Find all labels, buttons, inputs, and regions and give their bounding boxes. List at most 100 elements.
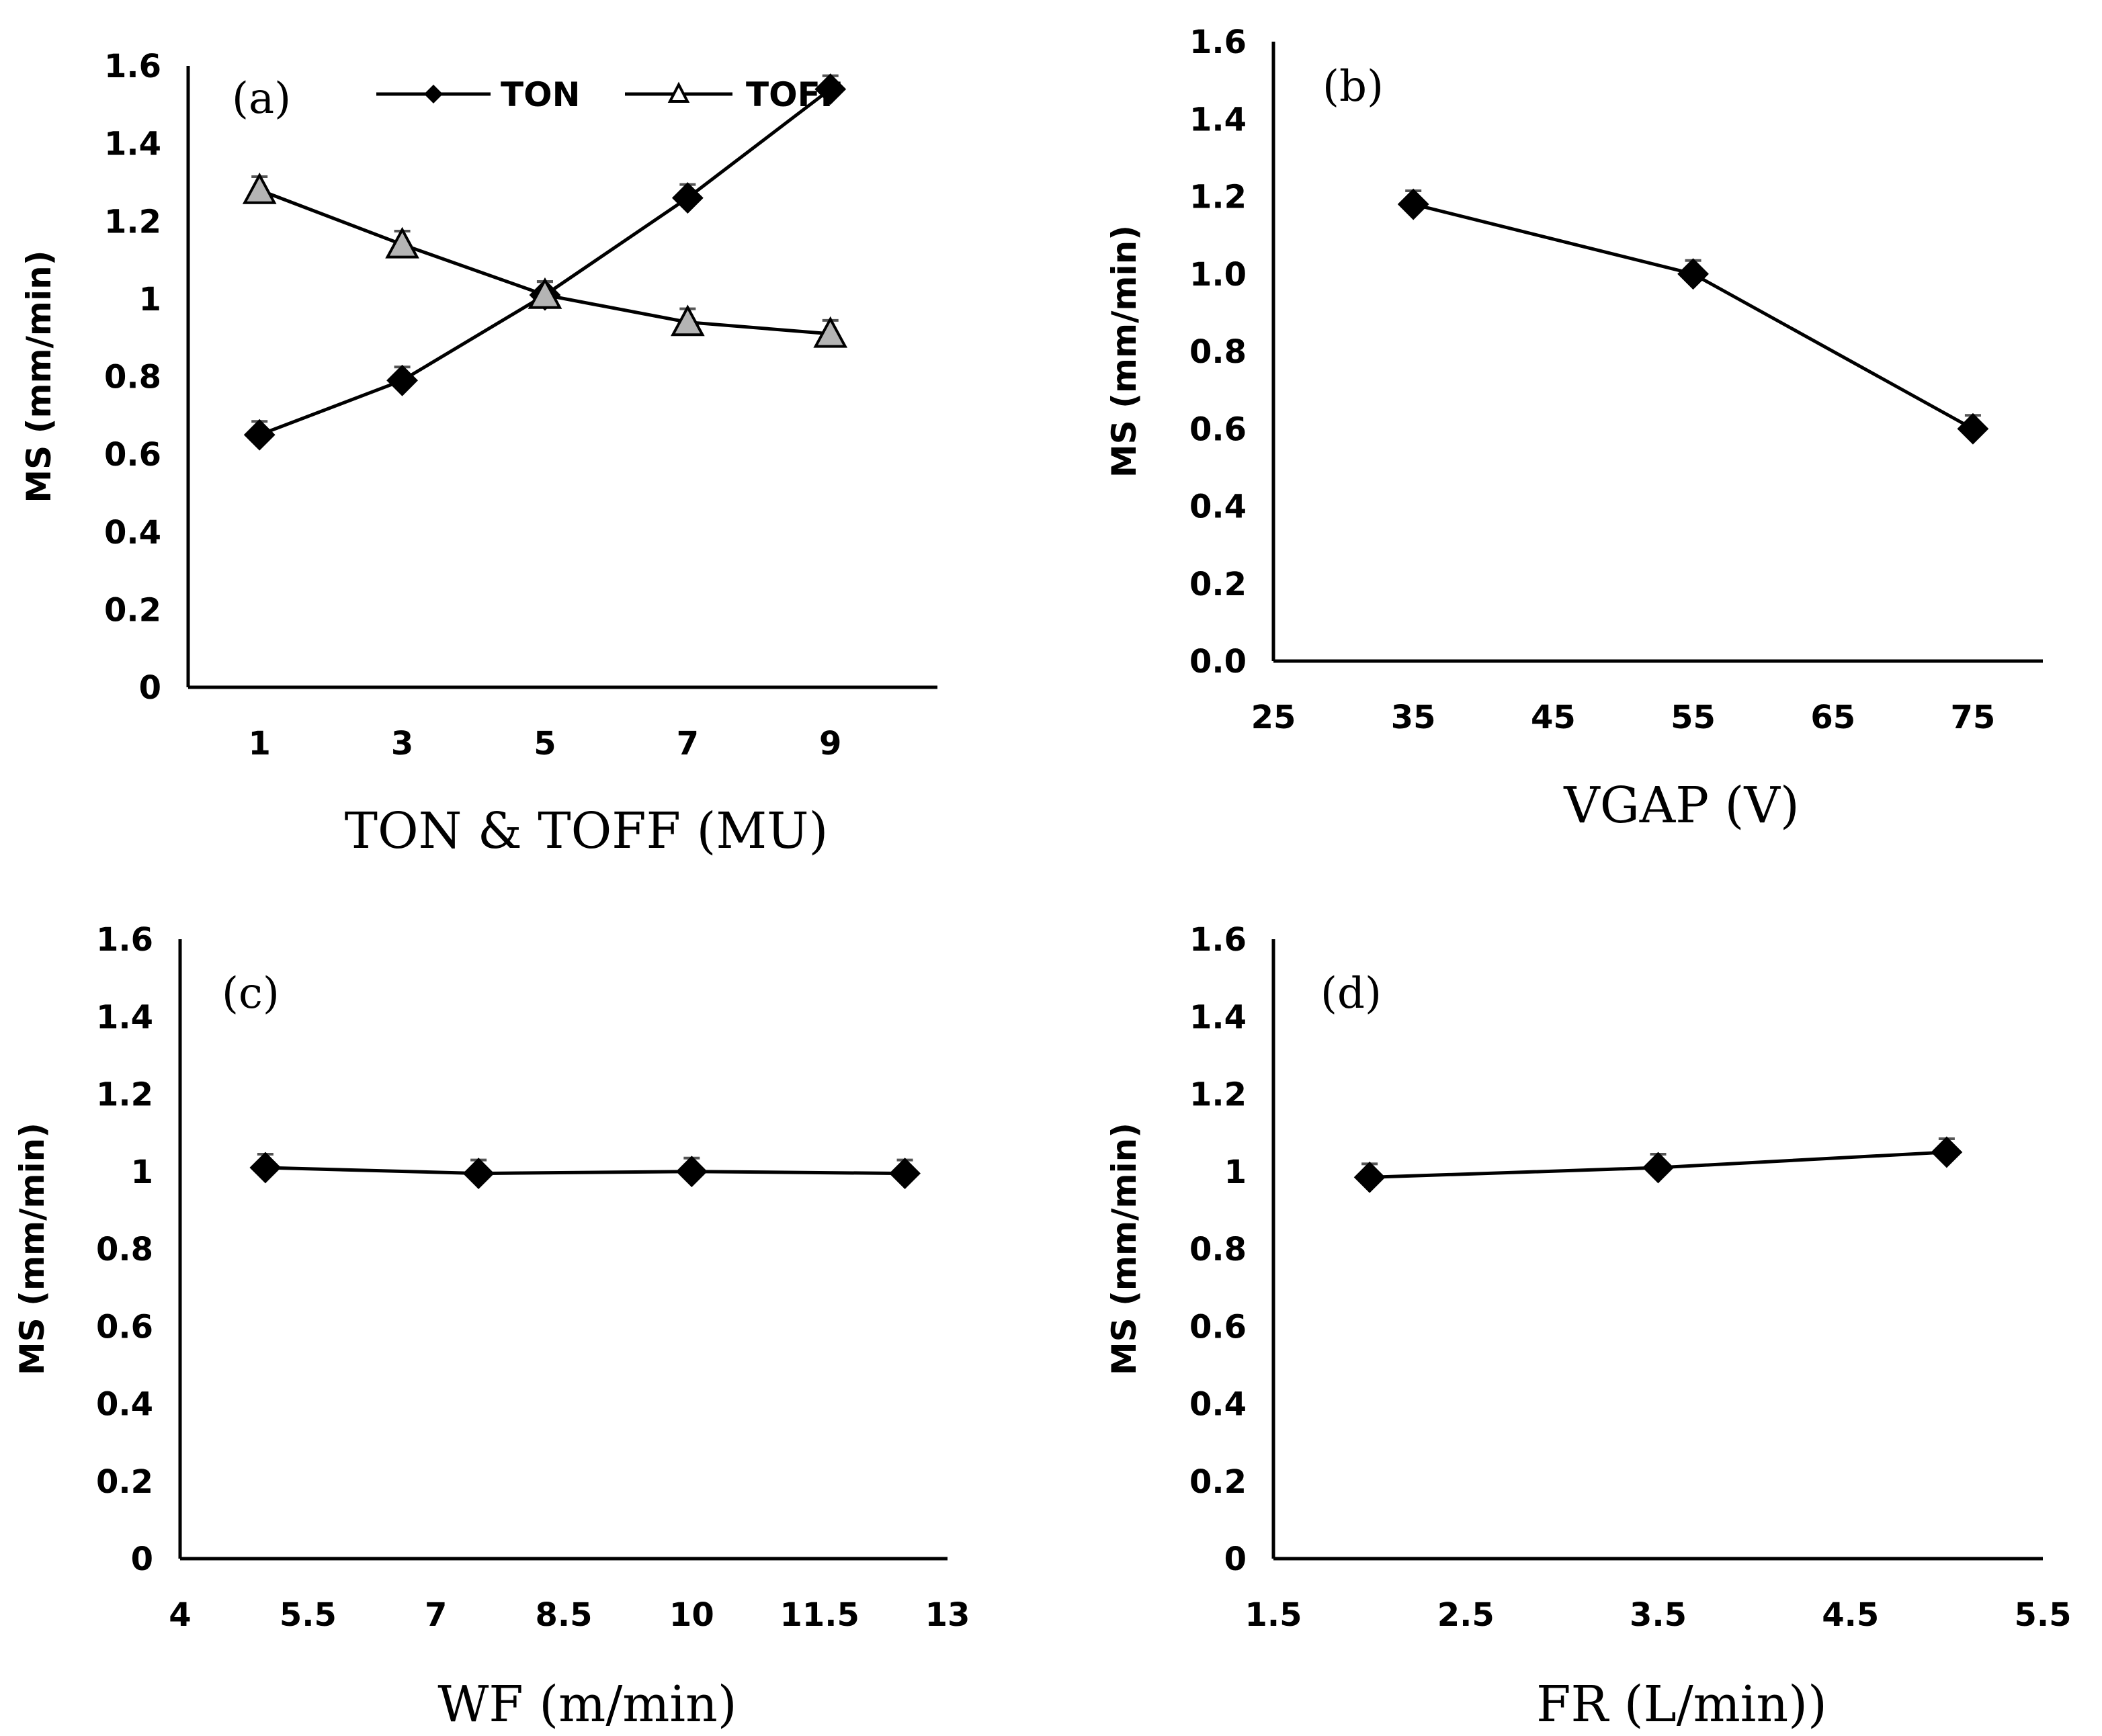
legend-triangle-icon <box>667 81 690 103</box>
panel-label: (a) <box>232 74 291 124</box>
y-tick-label: 1.0 <box>1189 256 1247 294</box>
panel-label: (c) <box>222 969 280 1018</box>
x-tick-label: 45 <box>1531 699 1576 736</box>
data-point-vgap <box>1957 413 1989 445</box>
series-line-wf <box>265 1166 905 1176</box>
y-tick-label: 1.2 <box>96 1076 153 1114</box>
x-tick-label: 35 <box>1391 699 1436 736</box>
y-tick-label: 0.8 <box>1189 333 1247 371</box>
y-tick-label: 0.8 <box>104 359 161 396</box>
y-tick-label: 1 <box>1224 1154 1247 1191</box>
x-tick-label: 13 <box>925 1596 970 1634</box>
data-point-toff <box>385 226 419 259</box>
y-tick-label: 0.4 <box>1189 1386 1247 1424</box>
legend: TON TOFF <box>376 75 843 114</box>
data-point-toff <box>813 316 848 348</box>
x-tick-label: 2.5 <box>1437 1596 1495 1634</box>
data-point-wf <box>675 1156 708 1188</box>
x-axis-title: VGAP (V) <box>1563 777 1800 834</box>
panel-label: (d) <box>1320 969 1382 1018</box>
series-line-ton <box>259 87 832 437</box>
y-tick-label: 1.2 <box>1189 179 1247 216</box>
y-tick-label: 0.4 <box>104 514 161 552</box>
y-tick-label: 1.2 <box>1189 1076 1247 1114</box>
y-tick-label: 1.4 <box>104 126 161 163</box>
y-tick-label: 0.6 <box>96 1308 153 1346</box>
panel-label: (b) <box>1322 62 1384 112</box>
series-line-toff <box>259 188 831 336</box>
y-tick-label: 0.2 <box>96 1463 153 1501</box>
legend-diamond-icon <box>424 85 443 103</box>
x-tick-label: 8.5 <box>535 1596 592 1634</box>
data-point-fr <box>1353 1161 1386 1193</box>
data-point-wf <box>462 1158 495 1190</box>
y-tick-label: 0 <box>1224 1540 1247 1578</box>
x-tick-label: 5.5 <box>2014 1596 2071 1634</box>
x-tick-label: 25 <box>1251 699 1296 736</box>
x-tick-label: 55 <box>1671 699 1716 736</box>
data-point-toff <box>242 172 277 204</box>
legend-label-toff: TOFF <box>746 75 843 114</box>
series-line-vgap <box>1413 202 1974 431</box>
x-axis-title: TON & TOFF (MU) <box>345 802 829 860</box>
x-tick-label: 5.5 <box>280 1596 337 1634</box>
x-axis-title: WF (m/min) <box>437 1676 737 1733</box>
data-point-wf <box>889 1158 921 1190</box>
y-tick-label: 1.6 <box>1189 24 1247 61</box>
data-point-vgap <box>1677 258 1709 290</box>
y-tick-label: 0 <box>139 669 161 707</box>
y-tick-label: 0.2 <box>104 591 161 629</box>
y-tick-label: 1.6 <box>104 48 161 85</box>
data-point-fr <box>1931 1136 1963 1168</box>
y-axis-title: MS (mm/min) <box>1105 1123 1144 1375</box>
y-tick-label: 0.6 <box>104 436 161 474</box>
x-tick-label: 4.5 <box>1822 1596 1879 1634</box>
y-tick-label: 0.0 <box>1189 643 1247 681</box>
data-point-ton <box>814 73 847 105</box>
x-tick-label: 65 <box>1810 699 1855 736</box>
data-point-toff <box>670 304 705 337</box>
data-point-ton <box>243 419 276 451</box>
data-point-toff <box>528 277 562 309</box>
x-tick-label: 5 <box>534 725 556 763</box>
y-axis-title: MS (mm/min) <box>1105 225 1144 478</box>
y-tick-label: 0.2 <box>1189 566 1247 603</box>
x-tick-label: 10 <box>669 1596 714 1634</box>
y-tick-label: 1.4 <box>1189 101 1247 138</box>
y-tick-label: 1 <box>131 1154 153 1191</box>
y-tick-label: 0.2 <box>1189 1463 1247 1501</box>
x-tick-label: 75 <box>1951 699 1996 736</box>
x-tick-label: 3.5 <box>1630 1596 1687 1634</box>
data-point-vgap <box>1397 188 1429 220</box>
y-tick-label: 1.6 <box>1189 921 1247 959</box>
chart-d: 0 0.2 0.4 0.6 0.8 1 1.2 1.4 1.6 1.5 2.5 3.5 4.5 5.5 FR… <box>1105 921 2072 1733</box>
chart-a: 0 0.2 0.4 0.6 0.8 1 1.2 1.4 1.6 1 3 5 7 9 TON & TOFF (… <box>19 48 937 860</box>
y-tick-label: 1.4 <box>1189 998 1247 1036</box>
y-tick-label: 0 <box>131 1540 153 1578</box>
legend-label-ton: TON <box>501 75 580 114</box>
x-tick-label: 11.5 <box>780 1596 859 1634</box>
data-point-wf <box>249 1152 282 1184</box>
y-tick-label: 1.4 <box>96 998 153 1036</box>
y-tick-label: 1 <box>139 281 161 318</box>
y-tick-label: 0.6 <box>1189 1308 1247 1346</box>
data-point-fr <box>1642 1152 1674 1184</box>
y-tick-label: 0.4 <box>1189 488 1247 526</box>
x-tick-label: 9 <box>819 725 841 763</box>
y-tick-label: 0.4 <box>96 1386 153 1424</box>
x-tick-label: 3 <box>391 725 413 763</box>
chart-b: 0.0 0.2 0.4 0.6 0.8 1.0 1.2 1.4 1.6 25 35 45 55 65 75 V… <box>1105 24 2043 834</box>
x-tick-label: 1 <box>248 725 270 763</box>
x-tick-label: 1.5 <box>1245 1596 1302 1634</box>
y-tick-label: 0.8 <box>1189 1231 1247 1268</box>
y-tick-label: 0.6 <box>1189 410 1247 448</box>
x-tick-label: 7 <box>677 725 699 763</box>
chart-c: 0 0.2 0.4 0.6 0.8 1 1.2 1.4 1.6 4 5.5 7 8.5 10 11.5 13 W… <box>13 921 970 1733</box>
y-axis-title: MS (mm/min) <box>13 1123 52 1375</box>
x-tick-label: 7 <box>425 1596 447 1634</box>
y-axis-title: MS (mm/min) <box>19 250 58 503</box>
x-axis-title: FR (L/min)) <box>1536 1676 1827 1733</box>
y-tick-label: 1.2 <box>104 203 161 241</box>
y-tick-label: 1.6 <box>96 921 153 959</box>
